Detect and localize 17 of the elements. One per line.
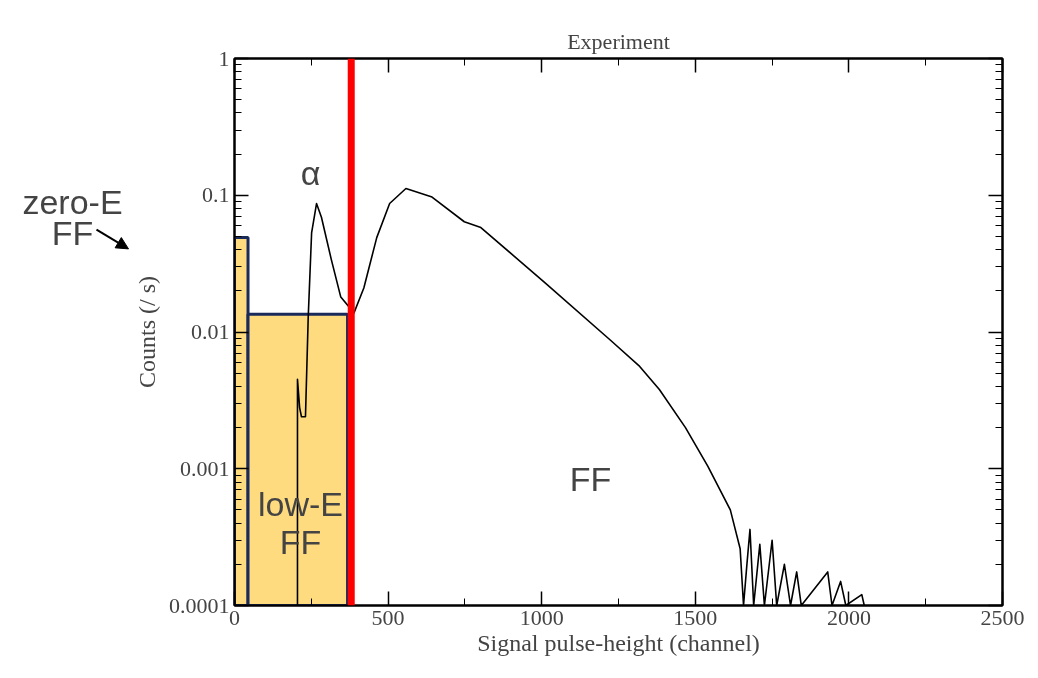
x-tick-label: 0 [229, 604, 240, 630]
x-tick-label: 1000 [519, 604, 564, 630]
y-tick-label: 0.0001 [169, 592, 230, 618]
y-tick-label: 0.001 [180, 455, 230, 481]
y-tick-label: 0.01 [191, 319, 230, 344]
y-tick-label: 1 [218, 45, 230, 71]
annotation: α [300, 153, 321, 192]
y-axis-title: Counts (/ s) [134, 275, 160, 388]
x-tick-label: 2500 [980, 604, 1025, 630]
x-tick-label: 1500 [673, 604, 718, 630]
chart-title: Experiment [567, 28, 670, 54]
x-axis-title: Signal pulse-height (channel) [477, 629, 760, 656]
x-tick-label: 2000 [826, 604, 871, 630]
annotation: FF [569, 459, 612, 498]
text: zero-E FF [22, 183, 123, 252]
y-tick-label: 0.1 [202, 182, 230, 208]
x-tick-label: 500 [371, 604, 405, 630]
